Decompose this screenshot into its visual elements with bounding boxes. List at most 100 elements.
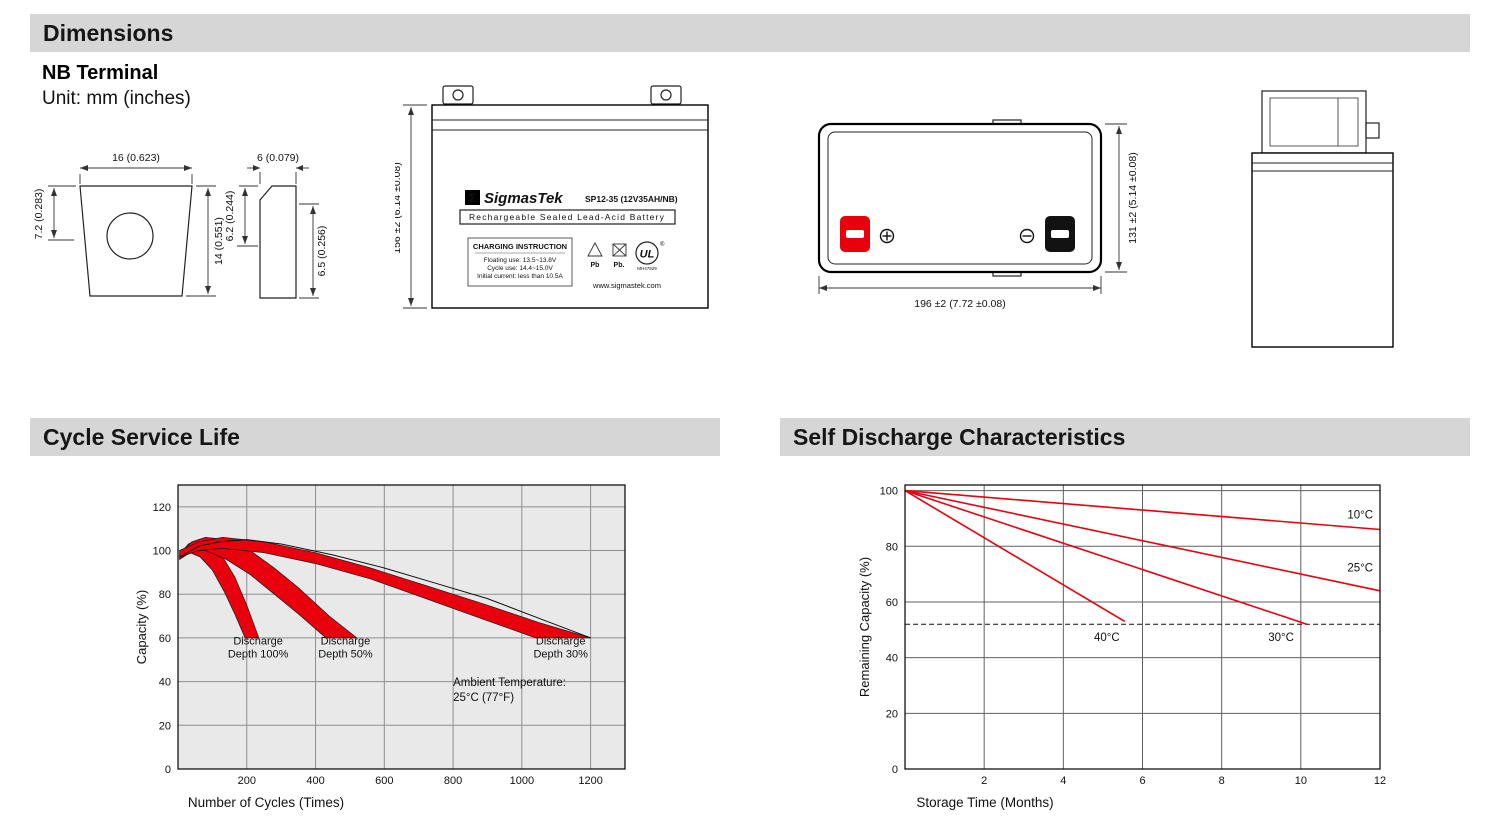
side-rib-lines <box>1252 162 1393 172</box>
svg-text:800: 800 <box>444 775 462 787</box>
svg-text:600: 600 <box>375 775 393 787</box>
dim-label-section-right: 6.5 (0.256) <box>316 226 328 277</box>
sigma-logo-box <box>465 190 480 205</box>
dimension-arrows <box>819 126 1122 291</box>
case-rib-lines <box>432 119 708 131</box>
top-view-inner <box>827 131 1093 265</box>
dimension-arrows <box>408 107 414 306</box>
svg-text:40: 40 <box>159 677 171 689</box>
dimension-lines <box>818 123 1127 294</box>
dimension-arrows <box>242 165 316 296</box>
svg-text:Pb: Pb <box>591 262 600 269</box>
svg-text:40: 40 <box>886 653 898 665</box>
svg-text:MH47929: MH47929 <box>637 266 657 271</box>
dim-label-terminal-width: 16 (0.623) <box>112 152 160 164</box>
dimension-lines <box>237 167 319 299</box>
tick-labels: 0 20 40 60 80 100 120 200 400 600 800 1000 1200 <box>153 502 603 787</box>
svg-text:80: 80 <box>159 589 171 601</box>
plot-border <box>177 484 626 770</box>
dimension-lines <box>48 167 216 297</box>
svg-text:400: 400 <box>306 775 324 787</box>
cycle-service-life-plot: 0 20 40 60 80 100 120 200 400 600 800 1000 1200 Disch… <box>134 484 626 810</box>
svg-text:100: 100 <box>880 486 898 498</box>
side-tab <box>1365 122 1380 139</box>
series-label-3: 30°C <box>1268 632 1294 644</box>
charging-line-1: Floating use: 13.5~13.8V <box>484 257 557 264</box>
plot-border <box>904 484 1381 770</box>
svg-text:120: 120 <box>153 502 171 514</box>
black-terminal-bar <box>1051 230 1069 238</box>
series-label-4: 40°C <box>1094 632 1120 644</box>
model-text: SP12-35 (12V35AH/NB) <box>585 194 678 204</box>
self-discharge-title: Self Discharge Characteristics <box>793 424 1126 450</box>
svg-text:10: 10 <box>1295 775 1307 787</box>
svg-text:0: 0 <box>892 764 898 776</box>
svg-text:2: 2 <box>981 775 987 787</box>
nb-terminal-heading: NB Terminal <box>42 62 159 84</box>
envelope-curve <box>179 539 591 639</box>
battery-case-outline <box>431 104 709 309</box>
svg-text:4: 4 <box>1060 775 1066 787</box>
chart-annotation: Ambient Temperature: 25°C (77°F) <box>453 677 566 704</box>
series-label-1: 10°C <box>1347 509 1373 521</box>
svg-text:UL: UL <box>640 249 655 261</box>
battery-type-box <box>459 209 676 225</box>
svg-text:Pb.: Pb. <box>614 262 625 269</box>
series-line-2 <box>904 489 1381 592</box>
svg-text:12: 12 <box>1374 775 1386 787</box>
dimensions-title: Dimensions <box>43 20 174 46</box>
battery-front-view-drawing: 156 ±2 (6.14 ±0.08) Σ SigmasTek SP12-35 … <box>395 85 709 309</box>
dimensions-section-header: Dimensions <box>30 14 1470 52</box>
svg-text:1200: 1200 <box>578 775 602 787</box>
dim-label-section-width: 6 (0.079) <box>257 152 299 164</box>
svg-text:8: 8 <box>1219 775 1225 787</box>
top-view-outline <box>817 122 1103 274</box>
sigma-logo-glyph: Σ <box>469 191 476 205</box>
charging-line-3: Initial current: less than 10.5A <box>477 273 563 280</box>
svg-text:80: 80 <box>886 541 898 553</box>
plus-circle-icon <box>879 228 895 244</box>
band-label-1: Discharge Depth 100% <box>228 635 289 660</box>
ul-mark-icon: UL ® MH47929 <box>635 241 665 271</box>
cycle-service-life-header: Cycle Service Life <box>30 418 720 456</box>
svg-text:20: 20 <box>886 708 898 720</box>
cycle-service-life-chart: 0 20 40 60 80 100 120 200 400 600 800 1000 1200 Disch… <box>30 465 730 831</box>
dim-label-top-width: 196 ±2 (7.72 ±0.08) <box>914 298 1006 310</box>
band-label-3: Discharge Depth 30% <box>533 635 588 660</box>
x-axis-label: Number of Cycles (Times) <box>188 795 344 810</box>
charging-title: CHARGING INSTRUCTION <box>473 242 567 251</box>
svg-text:0: 0 <box>165 764 171 776</box>
recycle-pb-icon: Pb <box>587 242 603 269</box>
crossed-bin-pb-icon: Pb. <box>612 243 627 269</box>
terminal-section-drawing: 6 (0.079) 6.2 (0.244) 6.5 (0.256) <box>225 152 328 299</box>
battery-top-view-drawing: 196 ±2 (7.72 ±0.08) 131 ±2 (5.14 ±0.08) <box>817 119 1139 310</box>
y-axis-label: Capacity (%) <box>134 590 149 664</box>
svg-text:200: 200 <box>238 775 256 787</box>
series-line-1 <box>904 489 1381 531</box>
battery-side-view-drawing <box>1251 90 1394 348</box>
svg-text:100: 100 <box>153 546 171 558</box>
dim-label-section-left: 6.2 (0.244) <box>225 191 236 242</box>
self-discharge-header: Self Discharge Characteristics <box>780 418 1470 456</box>
terminal-posts <box>442 85 682 105</box>
charging-instruction-box <box>467 237 573 287</box>
svg-text:6: 6 <box>1139 775 1145 787</box>
side-top-inner <box>1269 97 1359 147</box>
charging-line-2: Cycle use: 14.4~15.0V <box>487 265 553 272</box>
dim-label-front-height: 156 ±2 (6.14 ±0.08) <box>395 162 403 254</box>
website-text: www.sigmastek.com <box>592 281 661 290</box>
terminal-hole <box>106 212 154 260</box>
minus-circle-icon <box>1019 228 1035 244</box>
section-shape <box>259 185 297 299</box>
grid-lines <box>905 485 1381 769</box>
svg-text:60: 60 <box>159 633 171 645</box>
tick-labels: 0 20 40 60 80 100 2 4 6 8 10 12 <box>880 486 1386 787</box>
series-line-3 <box>904 489 1308 625</box>
terminal-front-drawing: 16 (0.623) 7.2 (0.283) 14 (0.551) <box>33 152 225 297</box>
side-top-housing <box>1261 90 1367 154</box>
series-line-4 <box>904 489 1126 623</box>
battery-type-text: Rechargeable Sealed Lead-Acid Battery <box>469 212 665 222</box>
band-label-2: Discharge Depth 50% <box>318 635 373 660</box>
dimension-lines <box>403 104 427 309</box>
cycle-service-life-title: Cycle Service Life <box>43 424 240 450</box>
